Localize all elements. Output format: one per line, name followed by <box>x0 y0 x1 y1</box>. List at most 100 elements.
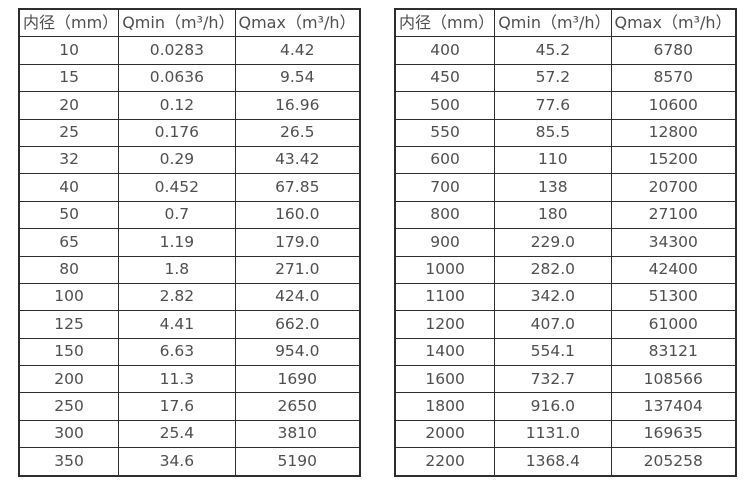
table-cell: 4.41 <box>118 310 236 339</box>
table-row: 700 138 20700 <box>394 173 737 202</box>
table-cell: 282.0 <box>494 255 612 284</box>
table-cell: 1800 <box>394 392 496 421</box>
table-cell: 1200 <box>394 310 496 339</box>
table-cell: 25.4 <box>118 419 236 449</box>
column-header: 内径（mm） <box>18 8 120 38</box>
table-cell: 954.0 <box>234 337 361 367</box>
table-cell: 271.0 <box>234 255 361 284</box>
table-cell: 8570 <box>610 63 737 93</box>
table-cell: 160.0 <box>234 200 361 230</box>
table-row: 150 6.63 954.0 <box>18 337 361 367</box>
table-cell: 0.176 <box>118 118 236 147</box>
table-cell: 0.7 <box>118 200 236 230</box>
table-cell: 1600 <box>394 365 496 394</box>
table-row: 80 1.8 271.0 <box>18 255 361 284</box>
table-cell: 900 <box>394 228 496 257</box>
table-row: 32 0.29 43.42 <box>18 145 361 175</box>
table-cell: 300 <box>18 419 120 449</box>
table-cell: 17.6 <box>118 392 236 421</box>
table-cell: 342.0 <box>494 282 612 312</box>
table-cell: 15 <box>18 63 120 93</box>
table-row: 600 110 15200 <box>394 145 737 175</box>
table-cell: 229.0 <box>494 228 612 257</box>
table-cell: 26.5 <box>234 118 361 147</box>
table-row: 1200 407.0 61000 <box>394 310 737 339</box>
table-cell: 40 <box>18 173 120 202</box>
table-row: 65 1.19 179.0 <box>18 228 361 257</box>
table-cell: 12800 <box>610 118 737 147</box>
table-row: 10 0.0283 4.42 <box>18 36 361 65</box>
table-row: 50 0.7 160.0 <box>18 200 361 230</box>
table-row: 15 0.0636 9.54 <box>18 63 361 93</box>
table-cell: 15200 <box>610 145 737 175</box>
table-cell: 350 <box>18 447 120 477</box>
table-cell: 10 <box>18 36 120 65</box>
table-cell: 0.29 <box>118 145 236 175</box>
table-cell: 20700 <box>610 173 737 202</box>
table-cell: 2650 <box>234 392 361 421</box>
table-cell: 80 <box>18 255 120 284</box>
table-cell: 34300 <box>610 228 737 257</box>
column-header: Qmin（m³/h） <box>118 8 236 38</box>
table-cell: 2.82 <box>118 282 236 312</box>
table-cell: 0.452 <box>118 173 236 202</box>
table-row: 200 11.3 1690 <box>18 365 361 394</box>
table-cell: 554.1 <box>494 337 612 367</box>
table-cell: 1100 <box>394 282 496 312</box>
table-row: 100 2.82 424.0 <box>18 282 361 312</box>
table-cell: 11.3 <box>118 365 236 394</box>
flow-spec-table-large-diameters: 内径（mm） Qmin（m³/h） Qmax（m³/h） 400 45.2 6780 450… <box>394 8 737 477</box>
table-cell: 1.8 <box>118 255 236 284</box>
table-cell: 0.12 <box>118 91 236 120</box>
table-cell: 800 <box>394 200 496 230</box>
table-cell: 50 <box>18 200 120 230</box>
table-row: 2200 1368.4 205258 <box>394 447 737 477</box>
table-row: 25 0.176 26.5 <box>18 118 361 147</box>
table-cell: 450 <box>394 63 496 93</box>
table-row: 1100 342.0 51300 <box>394 282 737 312</box>
table-row: 1000 282.0 42400 <box>394 255 737 284</box>
table-cell: 85.5 <box>494 118 612 147</box>
table-cell: 125 <box>18 310 120 339</box>
table-cell: 179.0 <box>234 228 361 257</box>
table-cell: 600 <box>394 145 496 175</box>
table-cell: 500 <box>394 91 496 120</box>
table-cell: 77.6 <box>494 91 612 120</box>
header-row: 内径（mm） Qmin（m³/h） Qmax（m³/h） <box>18 8 361 38</box>
table-row: 450 57.2 8570 <box>394 63 737 93</box>
table-cell: 1368.4 <box>494 447 612 477</box>
header-row: 内径（mm） Qmin（m³/h） Qmax（m³/h） <box>394 8 737 38</box>
table-cell: 108566 <box>610 365 737 394</box>
table-cell: 65 <box>18 228 120 257</box>
table-cell: 100 <box>18 282 120 312</box>
table-cell: 45.2 <box>494 36 612 65</box>
table-cell: 150 <box>18 337 120 367</box>
table-cell: 32 <box>18 145 120 175</box>
table-cell: 424.0 <box>234 282 361 312</box>
column-header: Qmax（m³/h） <box>234 8 361 38</box>
table-cell: 83121 <box>610 337 737 367</box>
table-cell: 0.0283 <box>118 36 236 65</box>
table-cell: 1690 <box>234 365 361 394</box>
table-row: 1800 916.0 137404 <box>394 392 737 421</box>
table-cell: 57.2 <box>494 63 612 93</box>
table-cell: 1.19 <box>118 228 236 257</box>
column-header: Qmin（m³/h） <box>494 8 612 38</box>
table-cell: 16.96 <box>234 91 361 120</box>
table-row: 900 229.0 34300 <box>394 228 737 257</box>
table-cell: 9.54 <box>234 63 361 93</box>
table-cell: 25 <box>18 118 120 147</box>
column-header: Qmax（m³/h） <box>610 8 737 38</box>
table-cell: 0.0636 <box>118 63 236 93</box>
table-cell: 138 <box>494 173 612 202</box>
table-cell: 4.42 <box>234 36 361 65</box>
table-cell: 27100 <box>610 200 737 230</box>
table-row: 1400 554.1 83121 <box>394 337 737 367</box>
column-header: 内径（mm） <box>394 8 496 38</box>
table-cell: 662.0 <box>234 310 361 339</box>
table-cell: 6.63 <box>118 337 236 367</box>
table-cell: 110 <box>494 145 612 175</box>
table-cell: 2200 <box>394 447 496 477</box>
table-row: 125 4.41 662.0 <box>18 310 361 339</box>
table-cell: 205258 <box>610 447 737 477</box>
